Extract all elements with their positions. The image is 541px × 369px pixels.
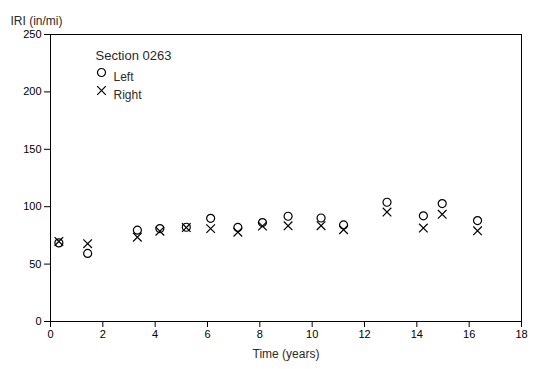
svg-text:10: 10 <box>306 328 318 340</box>
svg-text:12: 12 <box>358 328 370 340</box>
svg-text:100: 100 <box>23 200 41 212</box>
svg-text:14: 14 <box>411 328 423 340</box>
svg-text:50: 50 <box>29 258 41 270</box>
svg-text:2: 2 <box>100 328 106 340</box>
svg-text:IRI (in/mi): IRI (in/mi) <box>11 14 63 28</box>
svg-text:250: 250 <box>23 28 41 40</box>
svg-text:4: 4 <box>152 328 158 340</box>
svg-text:16: 16 <box>463 328 475 340</box>
svg-text:Time (years): Time (years) <box>253 347 320 361</box>
svg-text:6: 6 <box>204 328 210 340</box>
svg-text:Left: Left <box>114 70 135 84</box>
svg-text:200: 200 <box>23 85 41 97</box>
svg-text:Right: Right <box>114 88 143 102</box>
svg-text:18: 18 <box>515 328 527 340</box>
svg-text:150: 150 <box>23 143 41 155</box>
svg-text:0: 0 <box>35 315 41 327</box>
svg-text:Section 0263: Section 0263 <box>96 48 172 63</box>
svg-text:0: 0 <box>47 328 53 340</box>
svg-text:8: 8 <box>257 328 263 340</box>
